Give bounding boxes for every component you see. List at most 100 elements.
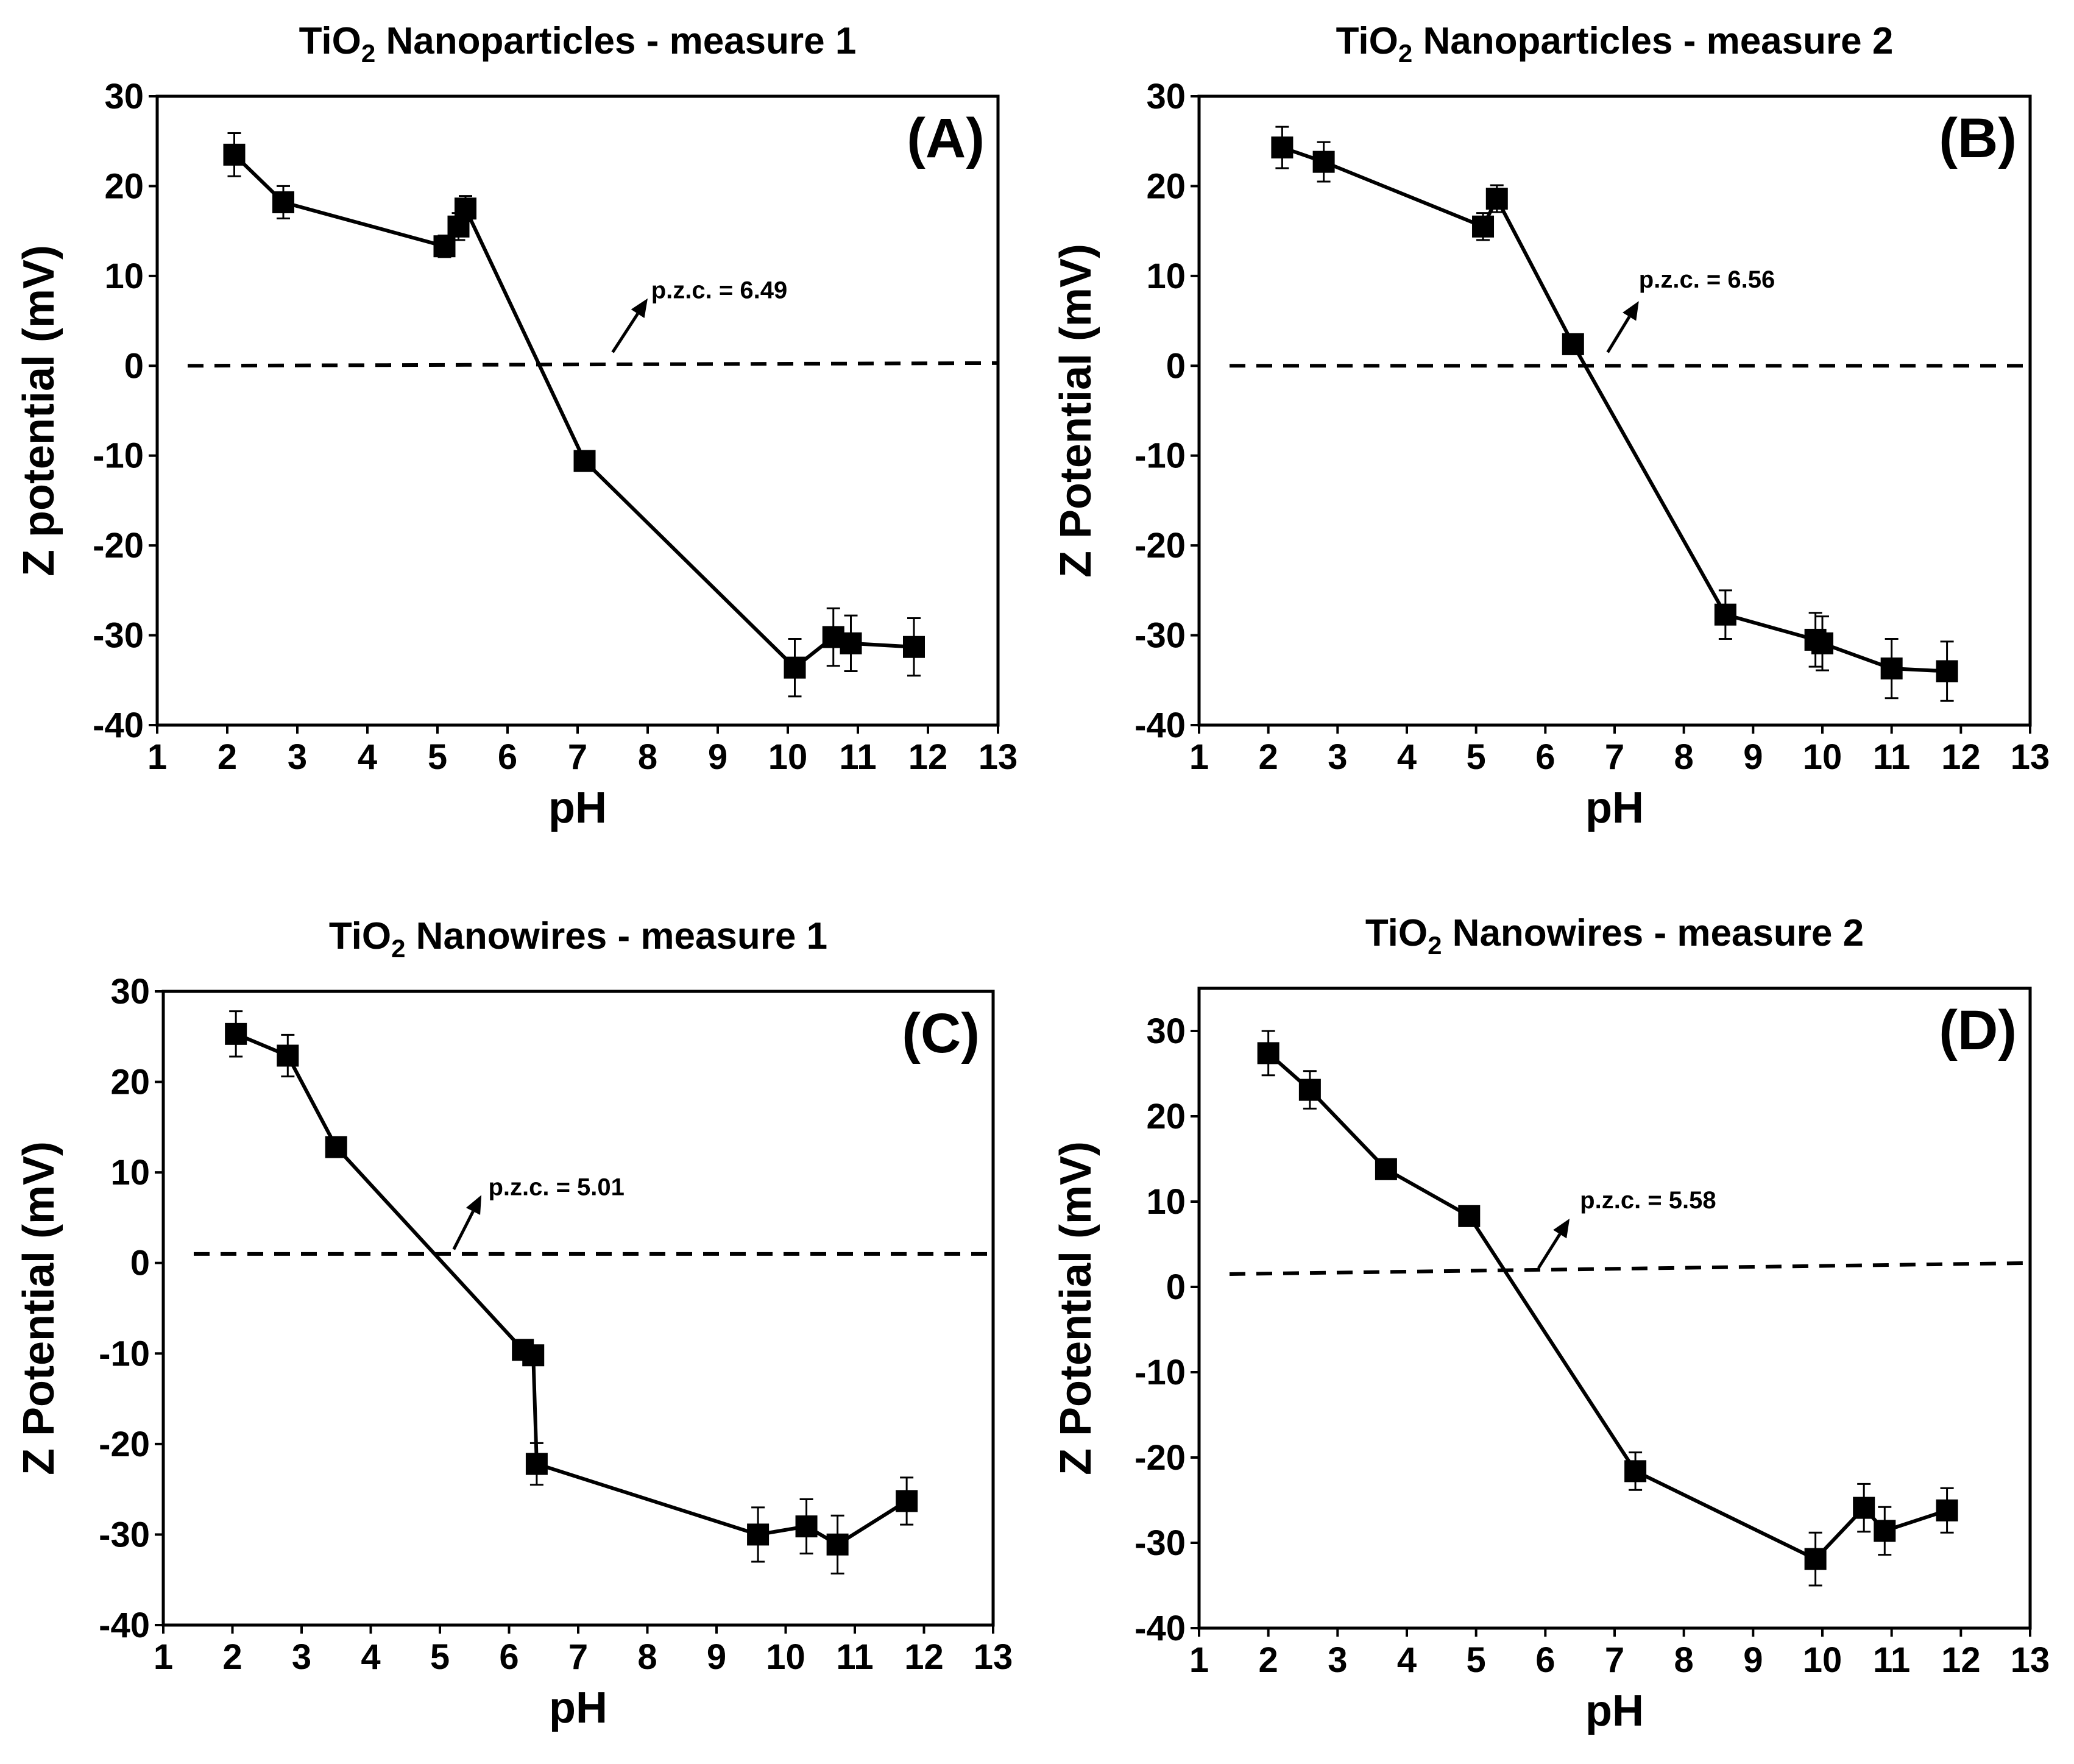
chart-title: TiO2 Nanoparticles - measure 2 xyxy=(1336,20,1894,68)
data-point xyxy=(455,197,476,220)
pzc-arrow-head xyxy=(631,298,648,318)
data-point xyxy=(903,636,925,658)
x-tick-label: 10 xyxy=(768,737,808,777)
y-tick-label: -30 xyxy=(1134,616,1186,656)
data-point xyxy=(1880,657,1903,680)
y-tick-label: -40 xyxy=(93,706,144,745)
data-point xyxy=(1472,215,1495,238)
data-point xyxy=(826,1533,849,1556)
data-point xyxy=(1811,632,1833,654)
data-point xyxy=(573,450,596,472)
x-tick-label: 2 xyxy=(1259,1640,1278,1680)
y-tick-label: 20 xyxy=(104,166,144,206)
x-tick-label: 10 xyxy=(766,1637,805,1677)
x-tick-label: 1 xyxy=(154,1637,173,1677)
data-point xyxy=(1624,1460,1647,1482)
y-tick-label: 30 xyxy=(104,77,144,116)
y-tick-label: 20 xyxy=(110,1063,150,1102)
data-point xyxy=(1458,1205,1481,1227)
chart-title: TiO2 Nanoparticles - measure 1 xyxy=(299,20,857,68)
data-point xyxy=(1874,1520,1896,1542)
y-tick-label: -10 xyxy=(93,436,144,476)
y-tick-label: -40 xyxy=(99,1606,150,1645)
x-tick-label: 10 xyxy=(1803,1640,1842,1680)
pzc-arrow xyxy=(1606,316,1631,353)
x-tick-label: 5 xyxy=(430,1637,450,1677)
y-tick-label: 0 xyxy=(1166,346,1186,386)
x-tick-label: 4 xyxy=(1397,1640,1417,1680)
data-point xyxy=(272,191,294,213)
series-line xyxy=(235,1032,908,1547)
x-tick-label: 10 xyxy=(1803,737,1842,777)
x-tick-label: 11 xyxy=(836,1637,873,1677)
x-tick-label: 6 xyxy=(1535,737,1555,777)
data-point xyxy=(795,1515,818,1538)
x-tick-label: 5 xyxy=(428,737,447,777)
data-point xyxy=(522,1344,545,1367)
panel-label: (A) xyxy=(907,107,985,169)
x-tick-label: 2 xyxy=(1259,737,1278,777)
x-tick-label: 8 xyxy=(638,737,657,777)
x-tick-label: 11 xyxy=(1873,1640,1910,1680)
x-tick-label: 7 xyxy=(1605,1640,1624,1680)
x-tick-label: 1 xyxy=(147,737,167,777)
y-tick-label: 0 xyxy=(1166,1267,1186,1307)
plot-area-frame xyxy=(161,990,995,1627)
data-point xyxy=(433,235,456,258)
chart-title-prefix: TiO xyxy=(329,915,391,957)
chart-panel-d: TiO2 Nanowires - measure 21 2 3 4 5 6 7 8 9 10 11 1… xyxy=(1052,912,2050,1735)
y-tick-label: 20 xyxy=(1146,166,1186,206)
y-tick-label: -20 xyxy=(1134,1438,1186,1478)
chart-title-subscript: 2 xyxy=(361,39,375,68)
data-point xyxy=(525,1453,548,1475)
y-axis-label: Z Potential (mV) xyxy=(1052,1141,1100,1475)
data-point xyxy=(1375,1158,1397,1180)
plot-area-frame xyxy=(1197,986,2032,1630)
y-tick-label: -10 xyxy=(99,1334,150,1373)
panel-label: (D) xyxy=(1939,999,2017,1061)
x-tick-label: 12 xyxy=(1941,1640,1981,1680)
x-tick-label: 8 xyxy=(637,1637,657,1677)
data-point xyxy=(325,1136,347,1158)
x-axis-label: pH xyxy=(1585,784,1644,832)
x-tick-label: 13 xyxy=(2011,737,2050,777)
data-point xyxy=(225,1022,247,1045)
zero-reference-line xyxy=(187,361,999,368)
x-axis-label: pH xyxy=(549,1684,607,1732)
x-axis-label: pH xyxy=(548,784,607,832)
x-tick-label: 3 xyxy=(1328,1640,1347,1680)
x-tick-label: 13 xyxy=(974,1637,1013,1677)
y-tick-label: -10 xyxy=(1134,436,1186,476)
data-point xyxy=(840,632,862,654)
x-tick-label: 1 xyxy=(1189,1640,1209,1680)
pzc-arrow-head xyxy=(1623,301,1639,321)
x-tick-label: 4 xyxy=(361,1637,380,1677)
pzc-arrow-head xyxy=(1553,1219,1570,1239)
x-tick-label: 6 xyxy=(1535,1640,1555,1680)
data-point xyxy=(747,1523,770,1546)
x-tick-label: 7 xyxy=(568,737,587,777)
y-tick-label: -30 xyxy=(93,616,144,656)
chart-title-subscript: 2 xyxy=(1398,39,1412,68)
y-tick-label: -20 xyxy=(93,526,144,565)
x-tick-label: 12 xyxy=(908,737,948,777)
x-tick-label: 5 xyxy=(1467,737,1486,777)
y-tick-label: 10 xyxy=(1146,257,1186,296)
x-tick-label: 2 xyxy=(218,737,237,777)
x-tick-label: 12 xyxy=(1941,737,1981,777)
x-tick-label: 3 xyxy=(1328,737,1347,777)
series-line xyxy=(1267,1052,1948,1562)
x-tick-label: 12 xyxy=(904,1637,944,1677)
chart-title-suffix: Nanoparticles - measure 2 xyxy=(1412,20,1893,62)
data-point xyxy=(896,1490,918,1512)
chart-title-suffix: Nanowires - measure 2 xyxy=(1442,912,1864,954)
data-point xyxy=(1562,333,1584,355)
y-tick-label: -30 xyxy=(99,1515,150,1554)
x-tick-label: 13 xyxy=(2011,1640,2050,1680)
x-axis-label: pH xyxy=(1585,1687,1644,1735)
y-tick-label: -10 xyxy=(1134,1353,1186,1392)
data-point xyxy=(1936,1499,1958,1521)
x-tick-label: 5 xyxy=(1467,1640,1486,1680)
chart-title-prefix: TiO xyxy=(1365,912,1428,954)
